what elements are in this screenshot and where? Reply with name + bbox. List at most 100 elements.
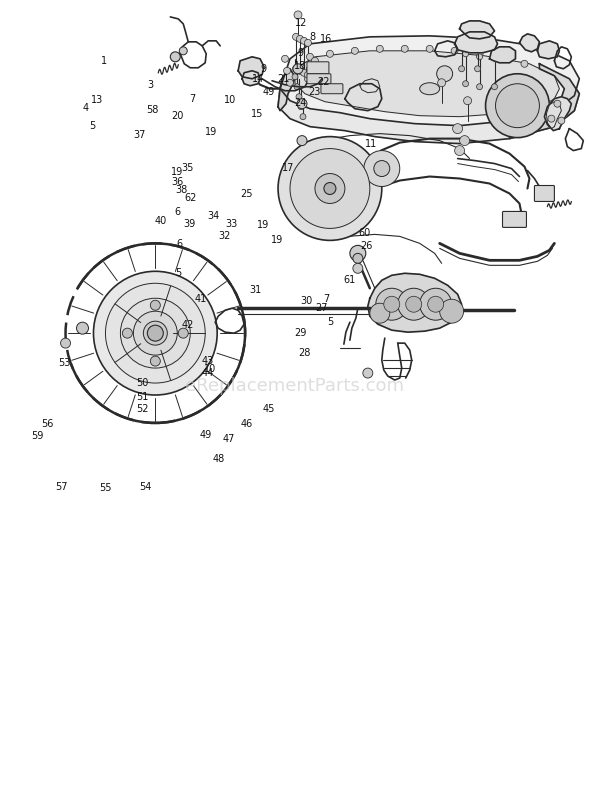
Circle shape — [287, 79, 293, 86]
Circle shape — [428, 296, 444, 312]
Circle shape — [281, 55, 289, 62]
Text: 18: 18 — [294, 61, 306, 71]
Circle shape — [300, 113, 306, 120]
Text: 16: 16 — [320, 34, 332, 44]
Circle shape — [458, 65, 464, 72]
Circle shape — [491, 53, 497, 60]
Circle shape — [438, 79, 445, 87]
Circle shape — [363, 368, 373, 378]
Text: 37: 37 — [133, 130, 145, 140]
Text: 11: 11 — [365, 139, 378, 149]
Text: 1: 1 — [101, 56, 107, 65]
Circle shape — [315, 173, 345, 203]
Text: 19: 19 — [257, 220, 269, 231]
Circle shape — [376, 288, 408, 320]
Text: 19: 19 — [171, 167, 183, 177]
Text: 24: 24 — [294, 98, 307, 108]
Circle shape — [150, 300, 160, 310]
Circle shape — [179, 47, 187, 55]
Circle shape — [304, 75, 312, 82]
Circle shape — [297, 99, 307, 109]
Circle shape — [440, 299, 464, 323]
Text: 41: 41 — [195, 294, 207, 304]
Circle shape — [548, 115, 555, 122]
Text: 49: 49 — [263, 88, 274, 97]
Circle shape — [148, 325, 163, 341]
FancyBboxPatch shape — [307, 73, 331, 84]
Circle shape — [297, 136, 307, 145]
Circle shape — [297, 67, 303, 74]
Circle shape — [374, 160, 390, 176]
Circle shape — [290, 148, 370, 228]
Polygon shape — [278, 49, 579, 144]
Circle shape — [293, 65, 300, 73]
Text: 10: 10 — [224, 96, 237, 105]
Circle shape — [406, 296, 422, 312]
Text: 5: 5 — [175, 268, 182, 279]
Circle shape — [293, 64, 303, 73]
Circle shape — [304, 39, 312, 46]
FancyBboxPatch shape — [307, 61, 329, 73]
Circle shape — [304, 71, 312, 78]
Text: 20: 20 — [171, 112, 183, 121]
Circle shape — [122, 328, 132, 338]
Text: 13: 13 — [90, 95, 103, 105]
Circle shape — [558, 117, 565, 124]
Text: eReplacementParts.com: eReplacementParts.com — [185, 377, 405, 395]
Text: 29: 29 — [294, 328, 307, 338]
Text: 44: 44 — [202, 368, 214, 377]
Text: 7: 7 — [189, 94, 195, 104]
Circle shape — [458, 36, 464, 41]
Text: 22: 22 — [317, 77, 329, 87]
Circle shape — [350, 245, 366, 261]
Circle shape — [477, 53, 483, 60]
Polygon shape — [278, 69, 295, 111]
Text: 17: 17 — [282, 163, 294, 173]
Circle shape — [486, 73, 549, 137]
Circle shape — [150, 356, 160, 366]
Circle shape — [93, 271, 217, 395]
FancyBboxPatch shape — [535, 185, 555, 201]
Polygon shape — [460, 21, 494, 39]
Text: 50: 50 — [136, 378, 148, 388]
Circle shape — [364, 151, 400, 187]
Circle shape — [297, 35, 303, 42]
Circle shape — [376, 45, 384, 53]
Text: 34: 34 — [208, 211, 220, 221]
Circle shape — [384, 296, 400, 312]
Text: 7: 7 — [323, 294, 329, 304]
Polygon shape — [368, 273, 461, 332]
Circle shape — [306, 65, 313, 73]
Text: 4: 4 — [83, 104, 89, 113]
Polygon shape — [545, 97, 571, 131]
Circle shape — [474, 65, 481, 72]
Text: 3: 3 — [148, 80, 154, 89]
Text: 51: 51 — [136, 392, 148, 401]
Circle shape — [61, 338, 71, 348]
Circle shape — [296, 93, 302, 100]
Text: 40: 40 — [155, 215, 167, 226]
Text: 33: 33 — [225, 219, 238, 229]
Text: 48: 48 — [212, 454, 225, 464]
Circle shape — [120, 298, 190, 368]
Polygon shape — [490, 47, 516, 63]
Text: 23: 23 — [308, 88, 320, 97]
Circle shape — [106, 283, 205, 383]
Circle shape — [293, 34, 300, 41]
Circle shape — [292, 73, 298, 80]
Text: 28: 28 — [298, 348, 310, 358]
Text: 5: 5 — [89, 121, 95, 131]
Text: 30: 30 — [301, 296, 313, 306]
Polygon shape — [238, 57, 264, 79]
Text: 6: 6 — [174, 207, 181, 217]
Circle shape — [453, 124, 463, 133]
Text: 35: 35 — [181, 163, 194, 173]
Text: 56: 56 — [42, 420, 54, 429]
Circle shape — [496, 84, 539, 128]
Polygon shape — [295, 51, 559, 117]
Circle shape — [284, 67, 290, 74]
Text: 61: 61 — [343, 275, 356, 285]
Circle shape — [464, 97, 471, 105]
Text: 54: 54 — [139, 481, 151, 492]
Circle shape — [554, 101, 561, 107]
